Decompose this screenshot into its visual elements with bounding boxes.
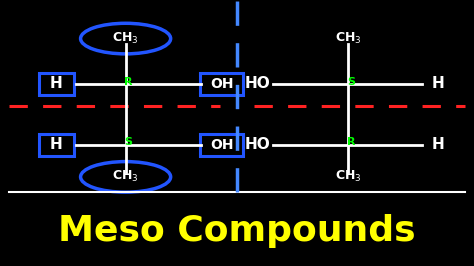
Text: CH$_3$: CH$_3$ — [335, 31, 362, 46]
Text: R: R — [124, 77, 132, 88]
Text: OH: OH — [210, 138, 233, 152]
Text: R: R — [346, 137, 355, 147]
Text: CH$_3$: CH$_3$ — [112, 31, 139, 46]
Text: OH: OH — [210, 77, 233, 91]
Text: H: H — [50, 76, 63, 91]
Text: HO: HO — [245, 138, 270, 152]
Text: HO: HO — [245, 76, 270, 91]
Text: Meso Compounds: Meso Compounds — [58, 214, 416, 248]
Text: H: H — [431, 76, 444, 91]
Text: S: S — [347, 77, 355, 88]
Text: CH$_3$: CH$_3$ — [112, 169, 139, 184]
Text: H: H — [50, 138, 63, 152]
Text: H: H — [431, 138, 444, 152]
Text: CH$_3$: CH$_3$ — [335, 169, 362, 184]
Text: S: S — [124, 137, 132, 147]
